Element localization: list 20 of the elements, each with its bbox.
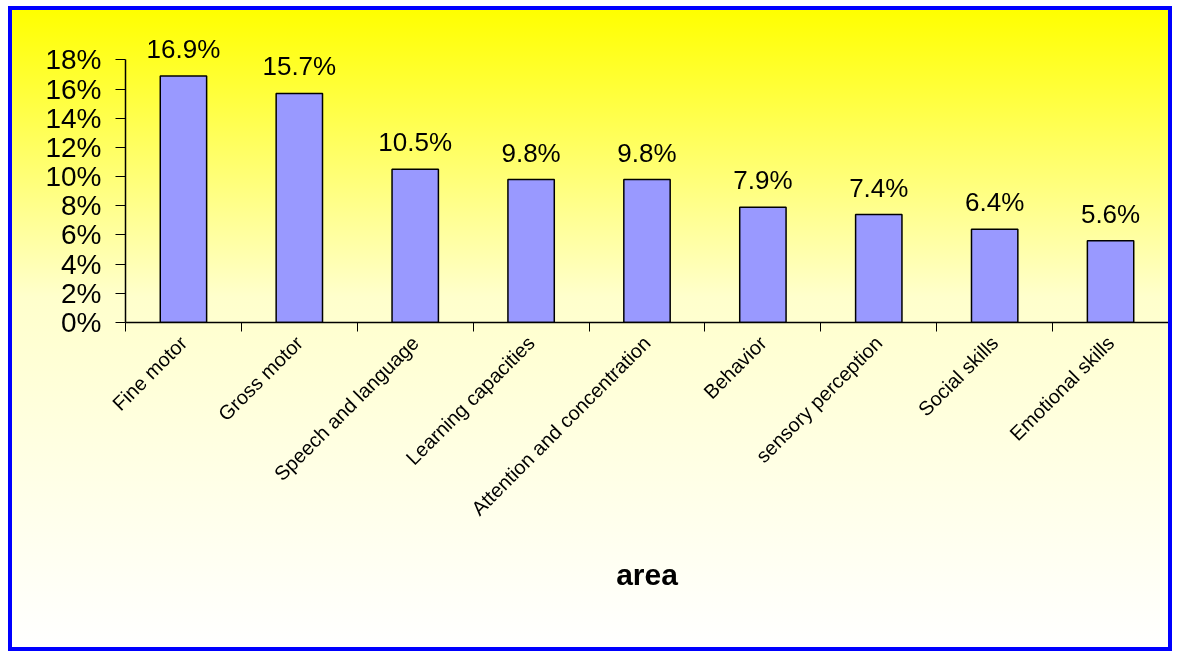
y-tick-label: 4%: [61, 248, 102, 280]
y-tick-label: 12%: [45, 131, 102, 163]
x-axis-title: area: [616, 558, 679, 592]
data-label: 9.8%: [617, 137, 677, 168]
data-label: 7.4%: [849, 172, 909, 203]
y-tick-label: 16%: [45, 73, 102, 105]
y-tick-label: 10%: [45, 161, 102, 193]
data-label: 15.7%: [262, 51, 337, 82]
y-tick-label: 2%: [61, 277, 102, 309]
data-label: 5.6%: [1080, 198, 1141, 229]
y-tick-label: 8%: [61, 190, 102, 222]
data-label: 7.9%: [733, 165, 793, 196]
y-tick-label: 18%: [45, 44, 102, 76]
data-label: 16.9%: [146, 33, 221, 64]
y-tick-label: 14%: [45, 102, 102, 134]
y-tick-label: 6%: [61, 219, 102, 251]
data-label: 9.8%: [501, 137, 561, 168]
data-label: 6.4%: [965, 187, 1025, 218]
data-label: 10.5%: [378, 127, 453, 158]
y-tick-label: 0%: [61, 307, 102, 338]
